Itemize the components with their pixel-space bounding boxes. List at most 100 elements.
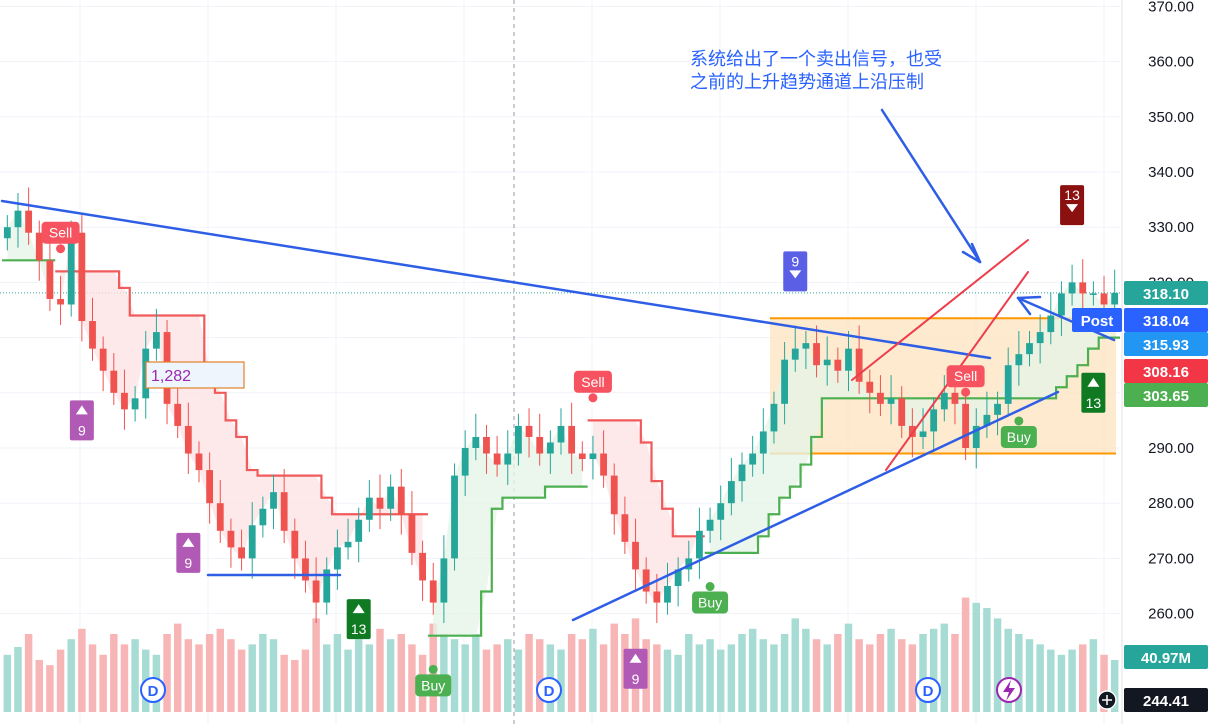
- candle-body: [89, 321, 96, 349]
- signal-dot: [428, 664, 438, 674]
- price-arrow-line: [1016, 296, 1116, 342]
- candle-body: [983, 414, 991, 426]
- volume-bar: [88, 644, 97, 712]
- volume-bar: [887, 628, 895, 712]
- candle-body: [1058, 293, 1065, 316]
- candle-body: [653, 591, 661, 603]
- signal-dot: [961, 387, 971, 397]
- candle-body: [781, 359, 789, 404]
- volume-bar: [67, 639, 75, 712]
- price-badge-bg: [1124, 332, 1208, 356]
- candle-body: [887, 398, 895, 404]
- volume-bar: [99, 654, 107, 712]
- volume-bar: [514, 649, 523, 712]
- candle-body: [25, 210, 33, 233]
- signal-label-bg: [415, 674, 452, 697]
- measure-box-label: 1,282: [151, 368, 191, 385]
- candle-body: [568, 425, 576, 454]
- volume-bar: [1110, 660, 1119, 712]
- volume-bar: [493, 644, 501, 712]
- candle-body: [131, 398, 139, 410]
- signal-up[interactable]: 13: [1081, 372, 1106, 413]
- volume-bar: [685, 634, 693, 712]
- signal-label-bg: [573, 370, 612, 393]
- candle-body: [270, 492, 277, 509]
- volume-bar: [866, 644, 874, 712]
- candle-body: [1100, 293, 1108, 305]
- volume-bar: [110, 634, 118, 712]
- price-tick-label: 350.00: [1148, 109, 1194, 126]
- volume-bar: [738, 634, 746, 712]
- signal-buy[interactable]: Buy: [692, 582, 729, 614]
- candle-body: [621, 514, 629, 542]
- candle-body: [578, 453, 586, 460]
- signal-dot: [705, 582, 715, 592]
- earnings-marker[interactable]: D: [915, 677, 941, 703]
- candle-body: [898, 398, 906, 426]
- volume-bar: [557, 649, 565, 712]
- count-label: 9: [78, 422, 86, 438]
- volume-bar: [237, 649, 246, 712]
- volume-bar: [812, 639, 821, 712]
- signal-dot: [588, 393, 598, 403]
- candle-body: [429, 580, 437, 603]
- earnings-marker[interactable]: D: [140, 677, 166, 703]
- add-alert-icon[interactable]: [1097, 690, 1117, 710]
- signal-markers[interactable]: Sell 9 9 13 Buy Sell 9 Buy 9 Sell Buy 13 13 D D D: [41, 185, 1106, 703]
- trail-fill: [433, 425, 583, 636]
- signal-up[interactable]: 13: [346, 599, 371, 640]
- count-label: 9: [632, 671, 640, 687]
- volume-bar: [386, 639, 395, 712]
- price-tick-label: 260.00: [1148, 606, 1194, 623]
- volume-bar: [408, 644, 416, 712]
- signal-up[interactable]: 9: [176, 532, 201, 573]
- volume-bar: [227, 639, 235, 712]
- count-label: 13: [1086, 395, 1102, 411]
- signal-up[interactable]: 9: [623, 648, 648, 689]
- signal-buy[interactable]: Buy: [1000, 416, 1037, 448]
- volume-bar: [1047, 649, 1055, 712]
- trail-stop-down: [55, 270, 428, 516]
- count-up-arrow: [352, 604, 365, 614]
- signal-up[interactable]: 9: [69, 400, 94, 441]
- note-arrow-head-b: [961, 250, 982, 264]
- signal-buy[interactable]: Buy: [415, 664, 452, 697]
- measure-box[interactable]: [145, 361, 245, 389]
- price-badge-bg: [1124, 308, 1208, 332]
- volume-bar: [791, 618, 799, 712]
- signal-label: Buy: [421, 677, 445, 693]
- signal-sell[interactable]: Sell: [946, 365, 985, 397]
- candle-body: [525, 425, 533, 437]
- signal-down[interactable]: 13: [1060, 185, 1085, 226]
- volume-bar: [354, 639, 363, 712]
- volume-bar: [195, 644, 203, 712]
- candle-body: [930, 409, 938, 432]
- signal-sell[interactable]: Sell: [41, 221, 80, 254]
- volume-bar: [440, 634, 448, 712]
- volume-bar: [301, 649, 310, 712]
- channel-upper-line: [851, 239, 1029, 381]
- crosshair-badge-bg: [1124, 688, 1208, 712]
- candle-body: [1015, 354, 1023, 366]
- trail-stop-down: [587, 419, 705, 538]
- candle-body: [589, 453, 597, 460]
- volume-bar: [312, 618, 320, 712]
- volume-bar: [525, 634, 533, 712]
- signal-label-bg: [946, 365, 985, 388]
- earnings-marker[interactable]: D: [536, 677, 562, 703]
- candle-body: [1111, 292, 1119, 305]
- volume-bar: [1100, 654, 1108, 712]
- candle-body: [908, 425, 916, 437]
- volume-bar: [855, 639, 863, 712]
- candle-body: [877, 392, 884, 404]
- price-axis[interactable]: 370.00360.00350.00340.00330.00320.00310.…: [1072, 0, 1218, 724]
- volume-bar: [535, 639, 544, 712]
- earnings-circle: [140, 677, 166, 703]
- candle-body: [685, 558, 693, 570]
- signal-sell[interactable]: Sell: [573, 370, 612, 403]
- signal-label-bg: [41, 221, 80, 244]
- candle-body: [312, 580, 320, 603]
- signal-down[interactable]: 9: [783, 251, 808, 292]
- volume-bar: [173, 623, 182, 712]
